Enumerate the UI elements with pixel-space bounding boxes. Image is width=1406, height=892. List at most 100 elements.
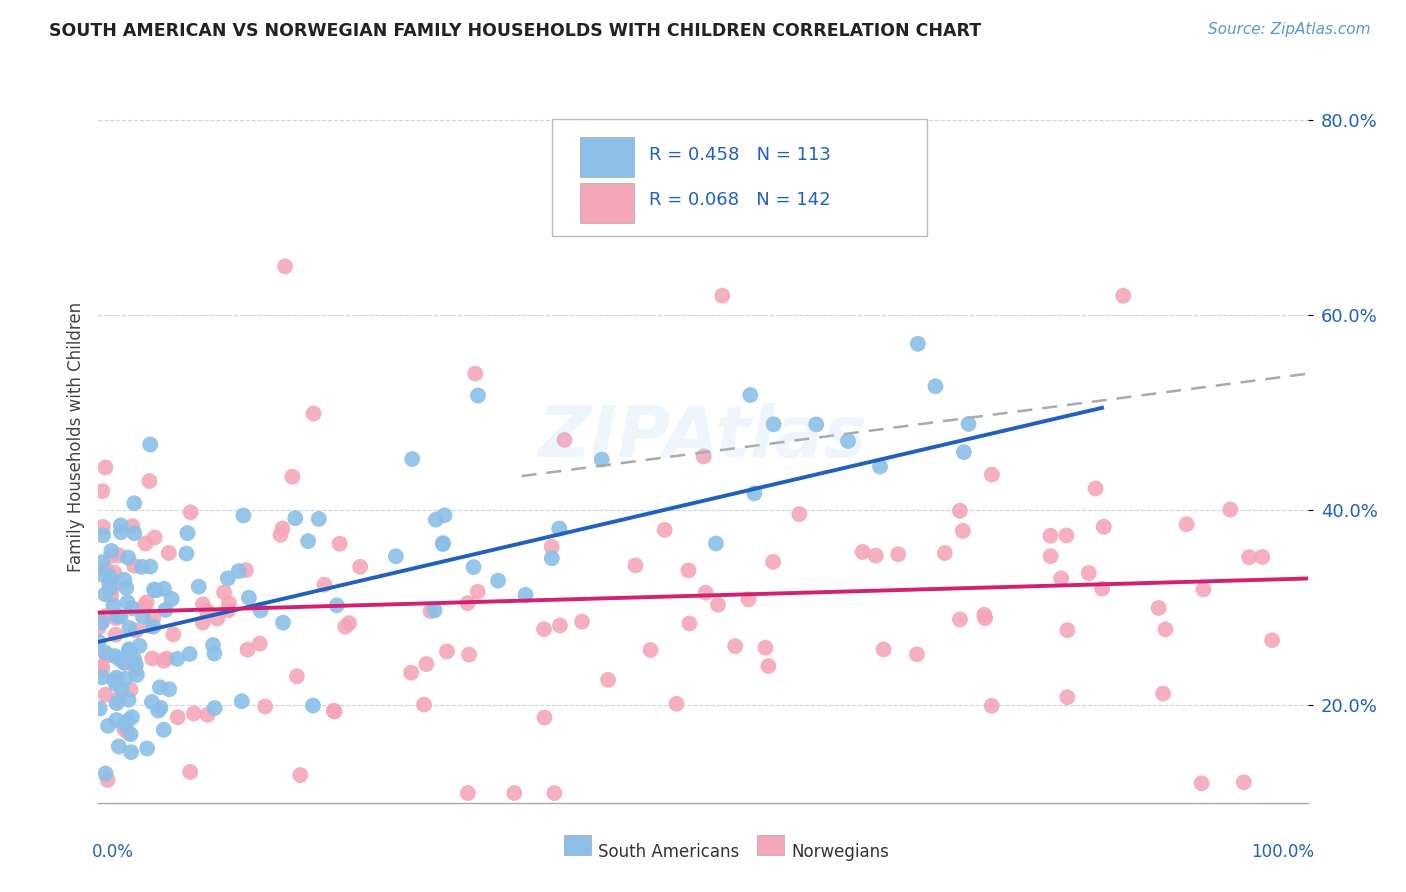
Point xyxy=(96,648,118,663)
Point xyxy=(806,417,828,432)
Point xyxy=(103,566,125,580)
Point xyxy=(124,526,146,541)
Point xyxy=(149,701,172,715)
Point xyxy=(197,707,219,722)
Point xyxy=(740,388,762,402)
Point xyxy=(94,460,117,475)
Point xyxy=(135,595,157,609)
Point xyxy=(887,547,910,561)
Point xyxy=(228,564,250,578)
Point xyxy=(152,654,174,668)
Point xyxy=(789,507,811,521)
Point xyxy=(335,620,357,634)
Point xyxy=(112,655,135,669)
Point xyxy=(94,646,117,660)
Point xyxy=(744,486,766,500)
Point xyxy=(207,611,229,625)
Text: 100.0%: 100.0% xyxy=(1250,843,1313,861)
Point xyxy=(1237,550,1260,565)
Point xyxy=(707,598,730,612)
Point xyxy=(98,574,121,589)
Point xyxy=(176,526,198,541)
Point xyxy=(762,555,785,569)
Point xyxy=(218,596,240,610)
Point xyxy=(1084,482,1107,496)
Point xyxy=(1154,623,1177,637)
Point xyxy=(104,611,127,625)
Point xyxy=(104,676,127,690)
Text: 0.0%: 0.0% xyxy=(93,843,134,861)
Point xyxy=(134,599,156,613)
Point xyxy=(290,768,312,782)
Point xyxy=(141,695,163,709)
Point xyxy=(553,433,575,447)
Point xyxy=(110,525,132,540)
Point xyxy=(131,560,153,574)
Point xyxy=(762,417,785,432)
Point xyxy=(934,546,956,560)
Point xyxy=(425,513,447,527)
Point xyxy=(457,786,479,800)
Point xyxy=(540,540,562,554)
Point xyxy=(122,652,145,666)
Point xyxy=(149,680,172,694)
Point xyxy=(232,508,254,523)
Point xyxy=(162,627,184,641)
Point xyxy=(457,596,479,610)
Point xyxy=(100,588,122,602)
Point xyxy=(423,603,446,617)
Point xyxy=(97,719,120,733)
Point xyxy=(117,550,139,565)
Point xyxy=(665,697,688,711)
Point xyxy=(591,452,613,467)
Point xyxy=(145,583,167,598)
Point xyxy=(91,615,114,630)
Point xyxy=(166,652,188,666)
Point xyxy=(138,474,160,488)
Point xyxy=(432,537,454,551)
FancyBboxPatch shape xyxy=(564,835,591,855)
Point xyxy=(274,260,297,274)
Point xyxy=(103,673,125,687)
Point xyxy=(134,536,156,550)
Point xyxy=(176,547,198,561)
Point xyxy=(183,706,205,721)
Point xyxy=(271,521,294,535)
Point xyxy=(905,647,928,661)
Point xyxy=(166,710,188,724)
Point xyxy=(271,615,294,630)
Point xyxy=(114,672,136,686)
Point xyxy=(640,643,662,657)
Point xyxy=(91,484,114,499)
Point xyxy=(112,722,135,736)
Point xyxy=(1219,502,1241,516)
Point xyxy=(980,698,1002,713)
Point xyxy=(548,521,571,535)
Text: South Americans: South Americans xyxy=(598,843,740,861)
Point xyxy=(104,649,127,664)
Point xyxy=(1175,517,1198,532)
Point xyxy=(128,639,150,653)
Point xyxy=(110,609,132,624)
Point xyxy=(1056,623,1078,637)
Point xyxy=(105,671,128,685)
Point xyxy=(204,701,226,715)
Point xyxy=(270,528,292,542)
Point xyxy=(281,469,304,483)
Point xyxy=(419,604,441,618)
Point xyxy=(97,576,120,591)
Point xyxy=(548,618,571,632)
Point xyxy=(87,620,110,634)
Point xyxy=(90,567,112,582)
Point xyxy=(436,644,458,658)
Point xyxy=(91,520,114,534)
Point xyxy=(91,555,114,569)
Point xyxy=(112,573,135,587)
Point xyxy=(94,587,117,601)
Point xyxy=(136,741,159,756)
Point xyxy=(100,582,122,596)
Point xyxy=(180,505,202,519)
Point xyxy=(1054,528,1077,542)
Point xyxy=(692,450,714,464)
Point xyxy=(160,591,183,606)
